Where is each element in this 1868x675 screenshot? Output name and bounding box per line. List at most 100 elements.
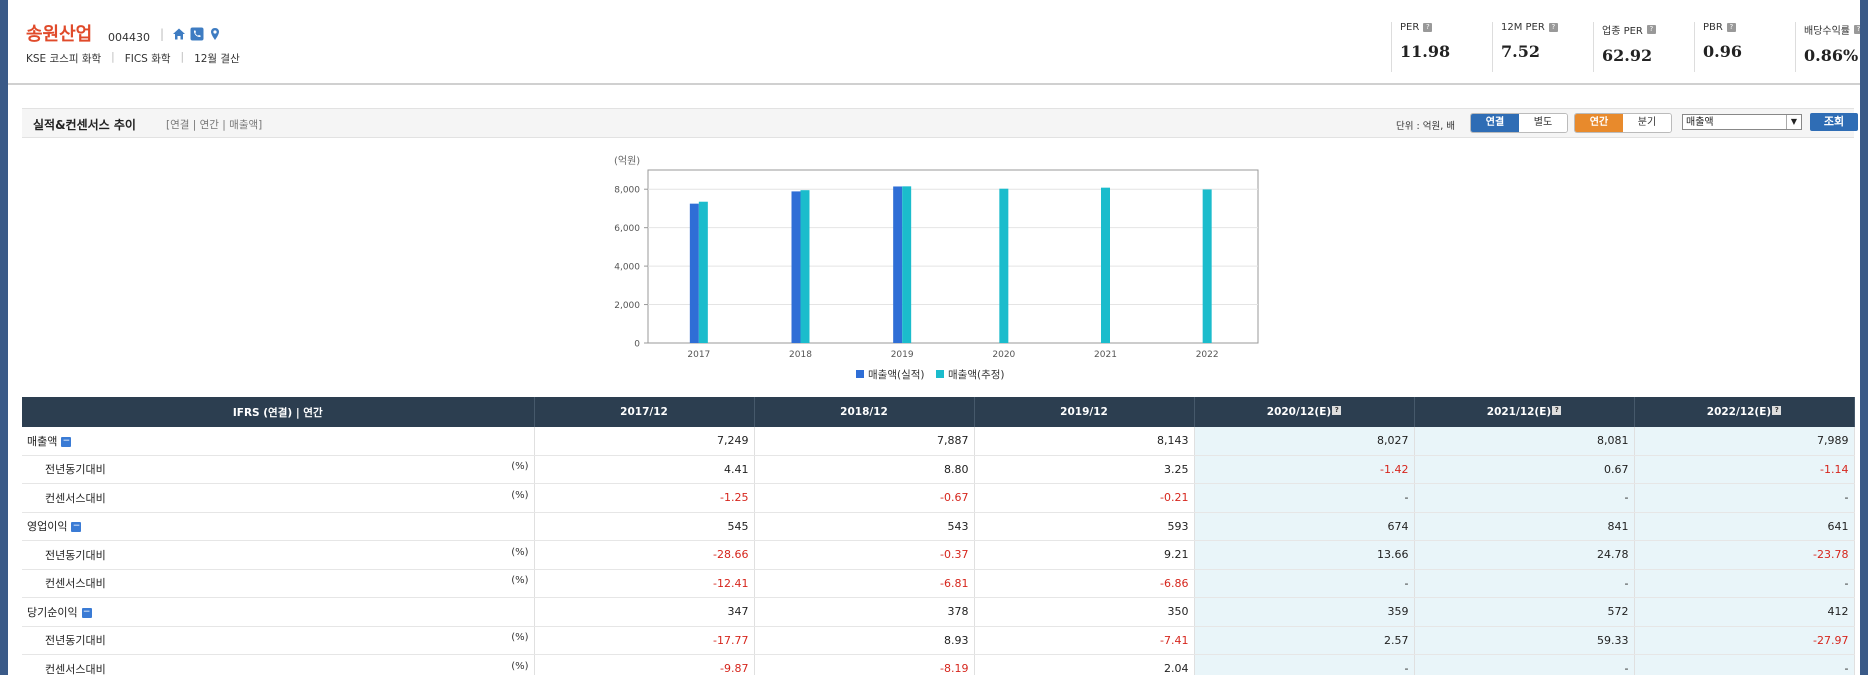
bar-actual[interactable] [791, 191, 801, 343]
table-cell: - [1634, 654, 1855, 675]
row-label: 컨센서스대비 [45, 662, 106, 675]
help-icon[interactable]: ? [1423, 23, 1433, 32]
toggle-consolidated[interactable]: 연결 [1471, 114, 1519, 132]
bar-estimate[interactable] [1202, 189, 1212, 343]
bar-estimate[interactable] [698, 201, 708, 343]
bar-series [689, 186, 1212, 343]
table-cell: 545 [534, 512, 755, 541]
table-row: 컨센서스대비 (%) -12.41 -6.81 -6.86- - - [22, 569, 1855, 598]
table-cell: 3.25 [974, 455, 1195, 484]
fiscal-label: 12월 결산 [194, 53, 240, 65]
metric-label: 12M PER [1501, 22, 1545, 33]
company-header: 송원산업 004430 | KSE 코스피 화학 | FICS 화학 | 12월… [8, 0, 1860, 85]
percent-unit: (%) [511, 461, 529, 473]
percent-unit: (%) [511, 575, 529, 587]
legend-swatch [936, 370, 944, 378]
submit-button[interactable]: 조회 [1810, 113, 1858, 131]
metric-value: 11.98 [1400, 42, 1451, 61]
column-header: 2019/12 [974, 397, 1195, 427]
row-label: 당기순이익 [27, 605, 78, 619]
panel-filter-summary: [연결 | 연간 | 매출액] [166, 119, 263, 131]
table-cell: -0.37 [754, 540, 975, 570]
legend-swatch [856, 370, 864, 378]
help-icon[interactable]: ? [1332, 406, 1342, 415]
table-cell: 572 [1414, 597, 1635, 627]
metric-value: 7.52 [1501, 42, 1540, 61]
y-tick-label: 8,000 [614, 186, 640, 196]
bar-estimate[interactable] [1101, 187, 1110, 343]
y-tick-label: 0 [634, 340, 640, 350]
help-icon[interactable]: ? [1646, 25, 1656, 34]
table-row: 전년동기대비 (%) -28.66 -0.37 9.21 13.66 24.78 -23.78 [22, 540, 1855, 570]
plot-area [647, 169, 1259, 344]
help-icon[interactable]: ? [1548, 23, 1558, 32]
column-header: 2017/12 [534, 397, 755, 427]
bar-estimate[interactable] [999, 188, 1009, 343]
company-name[interactable]: 송원산업 [26, 24, 93, 45]
bar-estimate[interactable] [902, 186, 912, 343]
x-tick-label: 2018 [789, 350, 812, 360]
table-cell: -6.86 [974, 569, 1195, 598]
table-cell: 4.41 [534, 455, 755, 484]
toggle-annual[interactable]: 연간 [1575, 114, 1623, 132]
table-cell: 350 [974, 597, 1195, 627]
table-row: 영업이익 −545 543 593 674 841 641 [22, 512, 1855, 541]
metric-select-value: 매출액 [1686, 117, 1714, 128]
table-cell: 7,249 [534, 427, 755, 456]
collapse-icon[interactable]: − [81, 606, 92, 618]
map-pin-icon[interactable] [208, 27, 222, 41]
chart-legend: 매출액(실적) 매출액(추정) [856, 369, 1005, 381]
metric-select[interactable]: 매출액 ▼ [1682, 114, 1802, 130]
table-row: 당기순이익 −347 378 350 359 572 412 [22, 597, 1855, 627]
metric-per: PER? 11.98 [1391, 22, 1492, 72]
metric-dividend-yield: 배당수익률? 0.86% [1795, 22, 1860, 72]
row-label: 전년동기대비 [45, 634, 106, 648]
table-cell: - [1634, 569, 1855, 598]
table-cell: -23.78 [1634, 540, 1855, 570]
collapse-icon[interactable]: − [71, 521, 82, 533]
help-icon[interactable]: ? [1772, 406, 1782, 415]
collapse-icon[interactable]: − [61, 435, 72, 447]
row-label: 전년동기대비 [45, 548, 106, 562]
row-label: 매출액 [27, 434, 58, 448]
help-icon[interactable]: ? [1854, 25, 1860, 34]
home-icon[interactable] [172, 27, 186, 41]
help-icon[interactable]: ? [1726, 23, 1736, 32]
column-header: 2021/12(E)? [1414, 397, 1635, 427]
table-cell: 8.93 [754, 626, 975, 655]
table-cell: 359 [1194, 597, 1415, 627]
toggle-quarterly[interactable]: 분기 [1623, 114, 1671, 132]
metric-label: 배당수익률 [1804, 26, 1850, 37]
row-label-cell: 당기순이익 − [22, 597, 535, 627]
y-tick-label: 4,000 [614, 263, 640, 273]
y-tick-label: 2,000 [614, 301, 640, 311]
table-row: 전년동기대비 (%) -17.77 8.93 -7.41 2.57 59.33 -27.97 [22, 626, 1855, 655]
panel-header: 실적&컨센서스 추이 [연결 | 연간 | 매출액] 단위 : 억원, 배 연결… [22, 108, 1858, 138]
help-icon[interactable]: ? [1552, 406, 1562, 415]
table-cell: 9.21 [974, 540, 1195, 570]
row-label-cell: 컨센서스대비 (%) [22, 654, 535, 675]
table-cell: - [1194, 483, 1415, 513]
period-toggle: 연간 분기 [1574, 113, 1672, 133]
row-label-cell: 컨센서스대비 (%) [22, 483, 535, 513]
bar-estimate[interactable] [800, 190, 810, 343]
metric-label: PER [1400, 22, 1420, 33]
bar-actual[interactable] [689, 203, 699, 343]
metric-pbr: PBR? 0.96 [1694, 22, 1795, 72]
metric-sector-per: 업종 PER? 62.92 [1593, 22, 1694, 72]
table-cell: -8.19 [754, 654, 975, 675]
bar-actual[interactable] [893, 186, 903, 343]
table-row: 전년동기대비 (%) 4.41 8.80 3.25 -1.42 0.67 -1.14 [22, 455, 1855, 484]
table-cell: 8,027 [1194, 427, 1415, 456]
table-cell: 24.78 [1414, 540, 1635, 570]
table-cell: 8,081 [1414, 427, 1635, 456]
table-row: 컨센서스대비 (%) -1.25 -0.67 -0.21- - - [22, 483, 1855, 513]
table-cell: 674 [1194, 512, 1415, 541]
x-axis-ticks: 2017 2018 2019 2020 2021 2022 [687, 350, 1218, 360]
phone-icon[interactable] [190, 27, 204, 41]
percent-unit: (%) [511, 632, 529, 644]
metric-label: PBR [1703, 22, 1723, 33]
table-cell: - [1634, 483, 1855, 513]
toggle-separate[interactable]: 별도 [1519, 114, 1567, 132]
